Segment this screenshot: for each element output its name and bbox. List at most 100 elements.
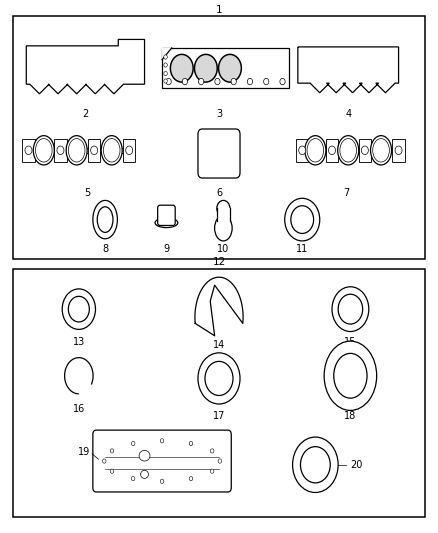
- Bar: [326, 139, 338, 162]
- Circle shape: [328, 146, 336, 155]
- Ellipse shape: [307, 139, 324, 162]
- Circle shape: [131, 441, 135, 446]
- FancyBboxPatch shape: [93, 430, 231, 492]
- Bar: [296, 139, 308, 162]
- Circle shape: [291, 206, 314, 233]
- Circle shape: [110, 469, 114, 473]
- Bar: [54, 139, 67, 162]
- Ellipse shape: [93, 200, 117, 239]
- Bar: [162, 48, 289, 88]
- Text: 17: 17: [213, 411, 225, 422]
- Circle shape: [300, 447, 330, 483]
- Ellipse shape: [68, 139, 85, 162]
- Bar: [392, 139, 405, 162]
- Circle shape: [395, 146, 402, 155]
- Text: 4: 4: [345, 109, 351, 119]
- Polygon shape: [162, 48, 172, 60]
- Circle shape: [198, 353, 240, 404]
- Ellipse shape: [373, 139, 389, 162]
- Ellipse shape: [324, 341, 377, 410]
- Ellipse shape: [371, 136, 392, 165]
- Text: 6: 6: [216, 188, 222, 198]
- Text: 19: 19: [78, 447, 90, 457]
- Circle shape: [102, 459, 106, 463]
- Ellipse shape: [101, 136, 122, 165]
- PathPatch shape: [26, 39, 145, 94]
- Circle shape: [164, 71, 167, 76]
- Ellipse shape: [33, 136, 54, 165]
- Circle shape: [231, 78, 237, 85]
- Circle shape: [280, 78, 285, 85]
- Ellipse shape: [340, 139, 357, 162]
- Text: 14: 14: [213, 340, 225, 350]
- Circle shape: [126, 146, 133, 155]
- Ellipse shape: [139, 450, 150, 461]
- Bar: [217, 208, 230, 221]
- Bar: [359, 139, 371, 162]
- Text: 1: 1: [215, 5, 223, 14]
- Text: 8: 8: [102, 244, 108, 254]
- FancyBboxPatch shape: [158, 205, 175, 225]
- Text: 12: 12: [212, 257, 226, 267]
- Circle shape: [285, 198, 320, 241]
- Circle shape: [198, 78, 204, 85]
- Ellipse shape: [217, 200, 230, 216]
- Text: 20: 20: [350, 460, 363, 470]
- Text: 15: 15: [344, 337, 357, 347]
- Circle shape: [91, 146, 98, 155]
- Bar: [13, 16, 425, 259]
- Circle shape: [194, 54, 217, 82]
- Circle shape: [189, 441, 193, 446]
- Circle shape: [160, 439, 164, 443]
- Ellipse shape: [215, 215, 232, 241]
- Circle shape: [131, 477, 135, 481]
- Text: 11: 11: [296, 244, 308, 254]
- Circle shape: [218, 459, 222, 463]
- Circle shape: [164, 55, 167, 59]
- Bar: [123, 139, 135, 162]
- Circle shape: [299, 146, 306, 155]
- Circle shape: [170, 54, 193, 82]
- Text: 9: 9: [163, 244, 170, 254]
- PathPatch shape: [298, 47, 399, 93]
- Ellipse shape: [338, 136, 359, 165]
- Circle shape: [164, 79, 167, 83]
- Circle shape: [189, 477, 193, 481]
- Circle shape: [160, 479, 164, 483]
- Circle shape: [205, 361, 233, 395]
- Circle shape: [68, 296, 89, 322]
- Circle shape: [264, 78, 269, 85]
- Circle shape: [210, 469, 214, 473]
- Circle shape: [293, 437, 338, 492]
- Circle shape: [25, 146, 32, 155]
- Ellipse shape: [97, 207, 113, 232]
- Circle shape: [361, 146, 368, 155]
- Text: 10: 10: [217, 244, 230, 254]
- Bar: [13, 269, 425, 517]
- Text: 2: 2: [82, 109, 88, 119]
- Circle shape: [338, 294, 363, 324]
- Circle shape: [247, 78, 253, 85]
- Ellipse shape: [35, 139, 52, 162]
- Ellipse shape: [66, 136, 87, 165]
- Text: 7: 7: [343, 188, 349, 198]
- Circle shape: [164, 63, 167, 67]
- FancyBboxPatch shape: [198, 129, 240, 178]
- Circle shape: [166, 78, 171, 85]
- Circle shape: [62, 289, 95, 329]
- Circle shape: [57, 146, 64, 155]
- Bar: [22, 139, 35, 162]
- Text: 18: 18: [344, 411, 357, 422]
- Circle shape: [219, 54, 241, 82]
- Ellipse shape: [103, 139, 120, 162]
- Circle shape: [110, 449, 114, 453]
- Text: 16: 16: [73, 404, 85, 414]
- Circle shape: [332, 287, 369, 332]
- Ellipse shape: [155, 218, 178, 228]
- Text: 3: 3: [216, 109, 222, 119]
- Circle shape: [215, 78, 220, 85]
- Text: 5: 5: [85, 188, 91, 198]
- Circle shape: [210, 449, 214, 453]
- Ellipse shape: [305, 136, 326, 165]
- Ellipse shape: [334, 353, 367, 398]
